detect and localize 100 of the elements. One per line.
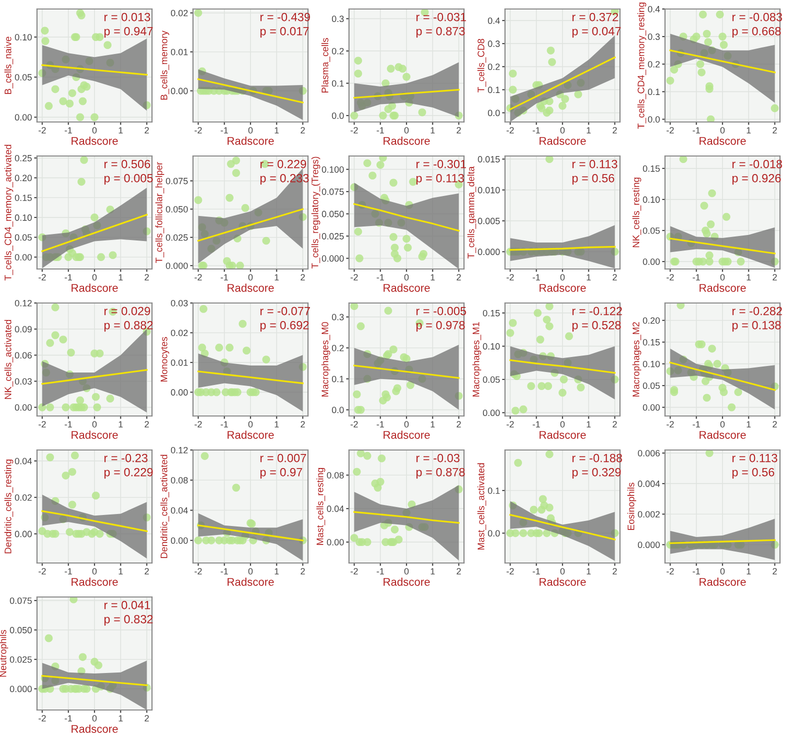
annotation: p = 0.047 — [572, 26, 621, 38]
x-tick-label: -1 — [220, 421, 228, 428]
x-tick-label: 0 — [92, 421, 97, 428]
x-tick-label: 1 — [430, 421, 435, 428]
y-tick-label: 0.002 — [638, 511, 660, 518]
x-axis-title: Radscore — [72, 136, 118, 145]
x-tick-label: -2 — [38, 274, 46, 280]
x-tick-label: 1 — [430, 274, 435, 280]
y-axis-title: Macrophages_M0 — [321, 322, 330, 397]
y-tick-label: 0.0 — [332, 406, 344, 414]
y-tick-label: 0.15 — [14, 194, 32, 201]
y-tick-label: 0.075 — [166, 178, 188, 184]
y-tick-label: 0.2 — [332, 48, 344, 54]
y-tick-label: 0.01 — [170, 48, 188, 56]
annotation: r = 0.041 — [104, 600, 150, 610]
y-axis-title: T_cells_gamma_delta — [467, 166, 476, 258]
annotation: r = -0.23 — [104, 454, 148, 462]
y-tick-label: 0.00 — [170, 88, 188, 94]
y-axis-title: B_cells_naive — [4, 36, 14, 94]
x-axis-title: Radscore — [700, 136, 746, 145]
x-tick-label: 2 — [300, 568, 305, 574]
y-tick-label: 0.03 — [170, 300, 188, 306]
x-tick-label: 0 — [92, 127, 97, 134]
x-tick-label: 2 — [772, 127, 777, 134]
x-tick-label: 2 — [144, 127, 149, 134]
x-tick-label: 0 — [248, 274, 253, 280]
annotation: r = 0.013 — [104, 12, 150, 22]
x-tick-label: 0 — [560, 127, 565, 134]
x-tick-label: -1 — [376, 568, 384, 574]
x-tick-label: 0 — [248, 421, 253, 428]
y-axis-title: B_cells_memory — [160, 30, 170, 100]
x-tick-label: 0 — [560, 274, 565, 280]
y-tick-label: 0.04 — [170, 507, 188, 514]
x-tick-label: 1 — [274, 421, 279, 428]
y-axis-title: Dendritic_cells_resting — [4, 460, 14, 554]
x-tick-label: -1 — [692, 421, 700, 428]
y-tick-label: 0.00 — [170, 389, 188, 396]
x-tick-label: -2 — [38, 421, 46, 428]
x-tick-label: -2 — [194, 127, 202, 134]
y-tick-label: 0.1 — [648, 88, 660, 96]
x-tick-label: 0 — [92, 274, 97, 280]
x-tick-label: -1 — [220, 127, 228, 134]
x-tick-label: 1 — [586, 274, 591, 280]
x-tick-label: 1 — [274, 274, 279, 280]
y-tick-label: 0.005 — [478, 218, 500, 224]
annotation: r = -0.439 — [260, 12, 310, 22]
y-axis-title: Dendritic_cells_activated — [160, 454, 170, 558]
x-tick-label: 0 — [248, 127, 253, 134]
annotation: r = -0.077 — [260, 306, 310, 316]
y-tick-label: 0.3 — [332, 16, 344, 22]
x-tick-label: -1 — [532, 568, 540, 574]
x-tick-label: 1 — [430, 127, 435, 134]
x-tick-label: 0 — [404, 127, 409, 134]
y-axis-title: Macrophages_M1 — [472, 322, 482, 397]
x-tick-label: -2 — [506, 274, 514, 280]
x-tick-label: 1 — [430, 568, 435, 574]
x-tick-label: -2 — [506, 127, 514, 134]
y-tick-label: 0.006 — [638, 450, 660, 456]
x-tick-label: -2 — [194, 568, 202, 574]
x-tick-label: -2 — [350, 274, 358, 280]
y-tick-label: 0.09 — [14, 326, 32, 332]
annotation: p = 0.329 — [572, 468, 621, 479]
y-tick-label: 0.00 — [14, 404, 32, 411]
x-tick-label: 1 — [586, 127, 591, 134]
y-tick-label: 0.000 — [638, 542, 660, 548]
x-tick-label: 1 — [274, 568, 279, 574]
x-axis-title: Radscore — [540, 578, 586, 586]
x-tick-label: 0 — [92, 715, 97, 722]
x-axis-title: Radscore — [72, 430, 118, 439]
annotation: p = 0.926 — [732, 174, 781, 185]
y-tick-label: 0.10 — [642, 360, 660, 368]
x-tick-label: -1 — [64, 127, 72, 134]
y-tick-label: 0.2 — [488, 64, 500, 70]
x-tick-label: 2 — [772, 421, 777, 428]
x-tick-label: 0 — [720, 421, 725, 428]
y-tick-label: 0.00 — [14, 530, 32, 538]
y-axis-title: NK_cells_activated — [4, 320, 14, 399]
x-tick-label: 0 — [404, 421, 409, 428]
y-tick-label: 0.01 — [170, 359, 188, 366]
x-axis-title: Radscore — [540, 136, 586, 145]
y-tick-label: 0.10 — [14, 214, 32, 221]
x-axis-title: Radscore — [540, 430, 586, 439]
y-tick-label: 0.00 — [482, 410, 500, 416]
x-tick-label: -1 — [64, 715, 72, 722]
x-axis-title: Radscore — [384, 430, 430, 439]
y-tick-label: 0.05 — [642, 382, 660, 389]
x-tick-label: -2 — [38, 715, 46, 722]
annotation: r = -0.018 — [732, 160, 782, 168]
y-tick-label: 0.0 — [488, 530, 500, 537]
y-tick-label: 0.03 — [14, 378, 32, 385]
x-tick-label: 0 — [404, 568, 409, 574]
x-tick-label: 0 — [92, 568, 97, 574]
y-axis-title: T_cells_regulatory_(Tregs) — [311, 156, 320, 269]
x-tick-label: -1 — [692, 127, 700, 134]
x-tick-label: 2 — [144, 421, 149, 428]
y-tick-label: 0.000 — [10, 686, 32, 692]
x-tick-label: -2 — [194, 421, 202, 428]
y-tick-label: 0.1 — [332, 80, 344, 87]
y-tick-label: 0.04 — [326, 506, 344, 512]
y-tick-label: 0.00 — [170, 537, 188, 544]
